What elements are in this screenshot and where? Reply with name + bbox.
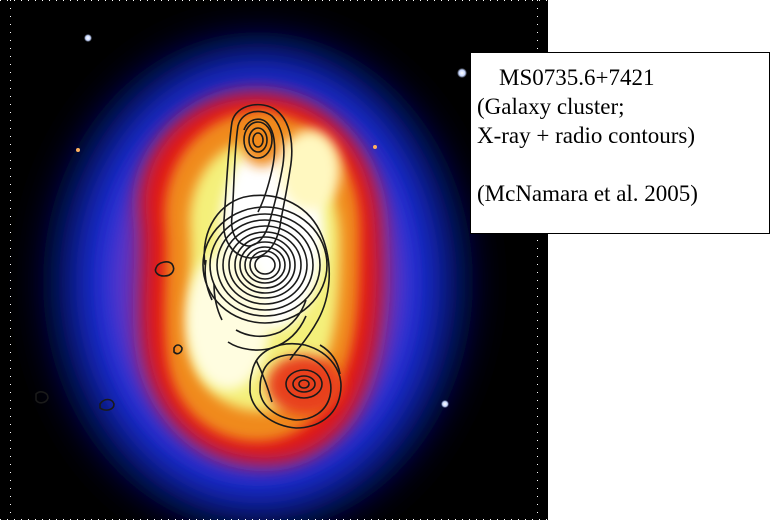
field-stars [76,34,467,408]
caption-spacer [477,150,769,179]
caption-reference: (McNamara et al. 2005) [477,181,698,206]
caption-contour-note: X-ray + radio contours) [477,123,695,148]
radio-contours [35,103,342,429]
caption-object-type: (Galaxy cluster; [477,94,625,119]
caption-box: MS0735.6+7421 (Galaxy cluster; X-ray + r… [470,52,770,234]
caption-object-name: MS0735.6+7421 [499,65,655,90]
xray-cluster-image [0,0,548,520]
